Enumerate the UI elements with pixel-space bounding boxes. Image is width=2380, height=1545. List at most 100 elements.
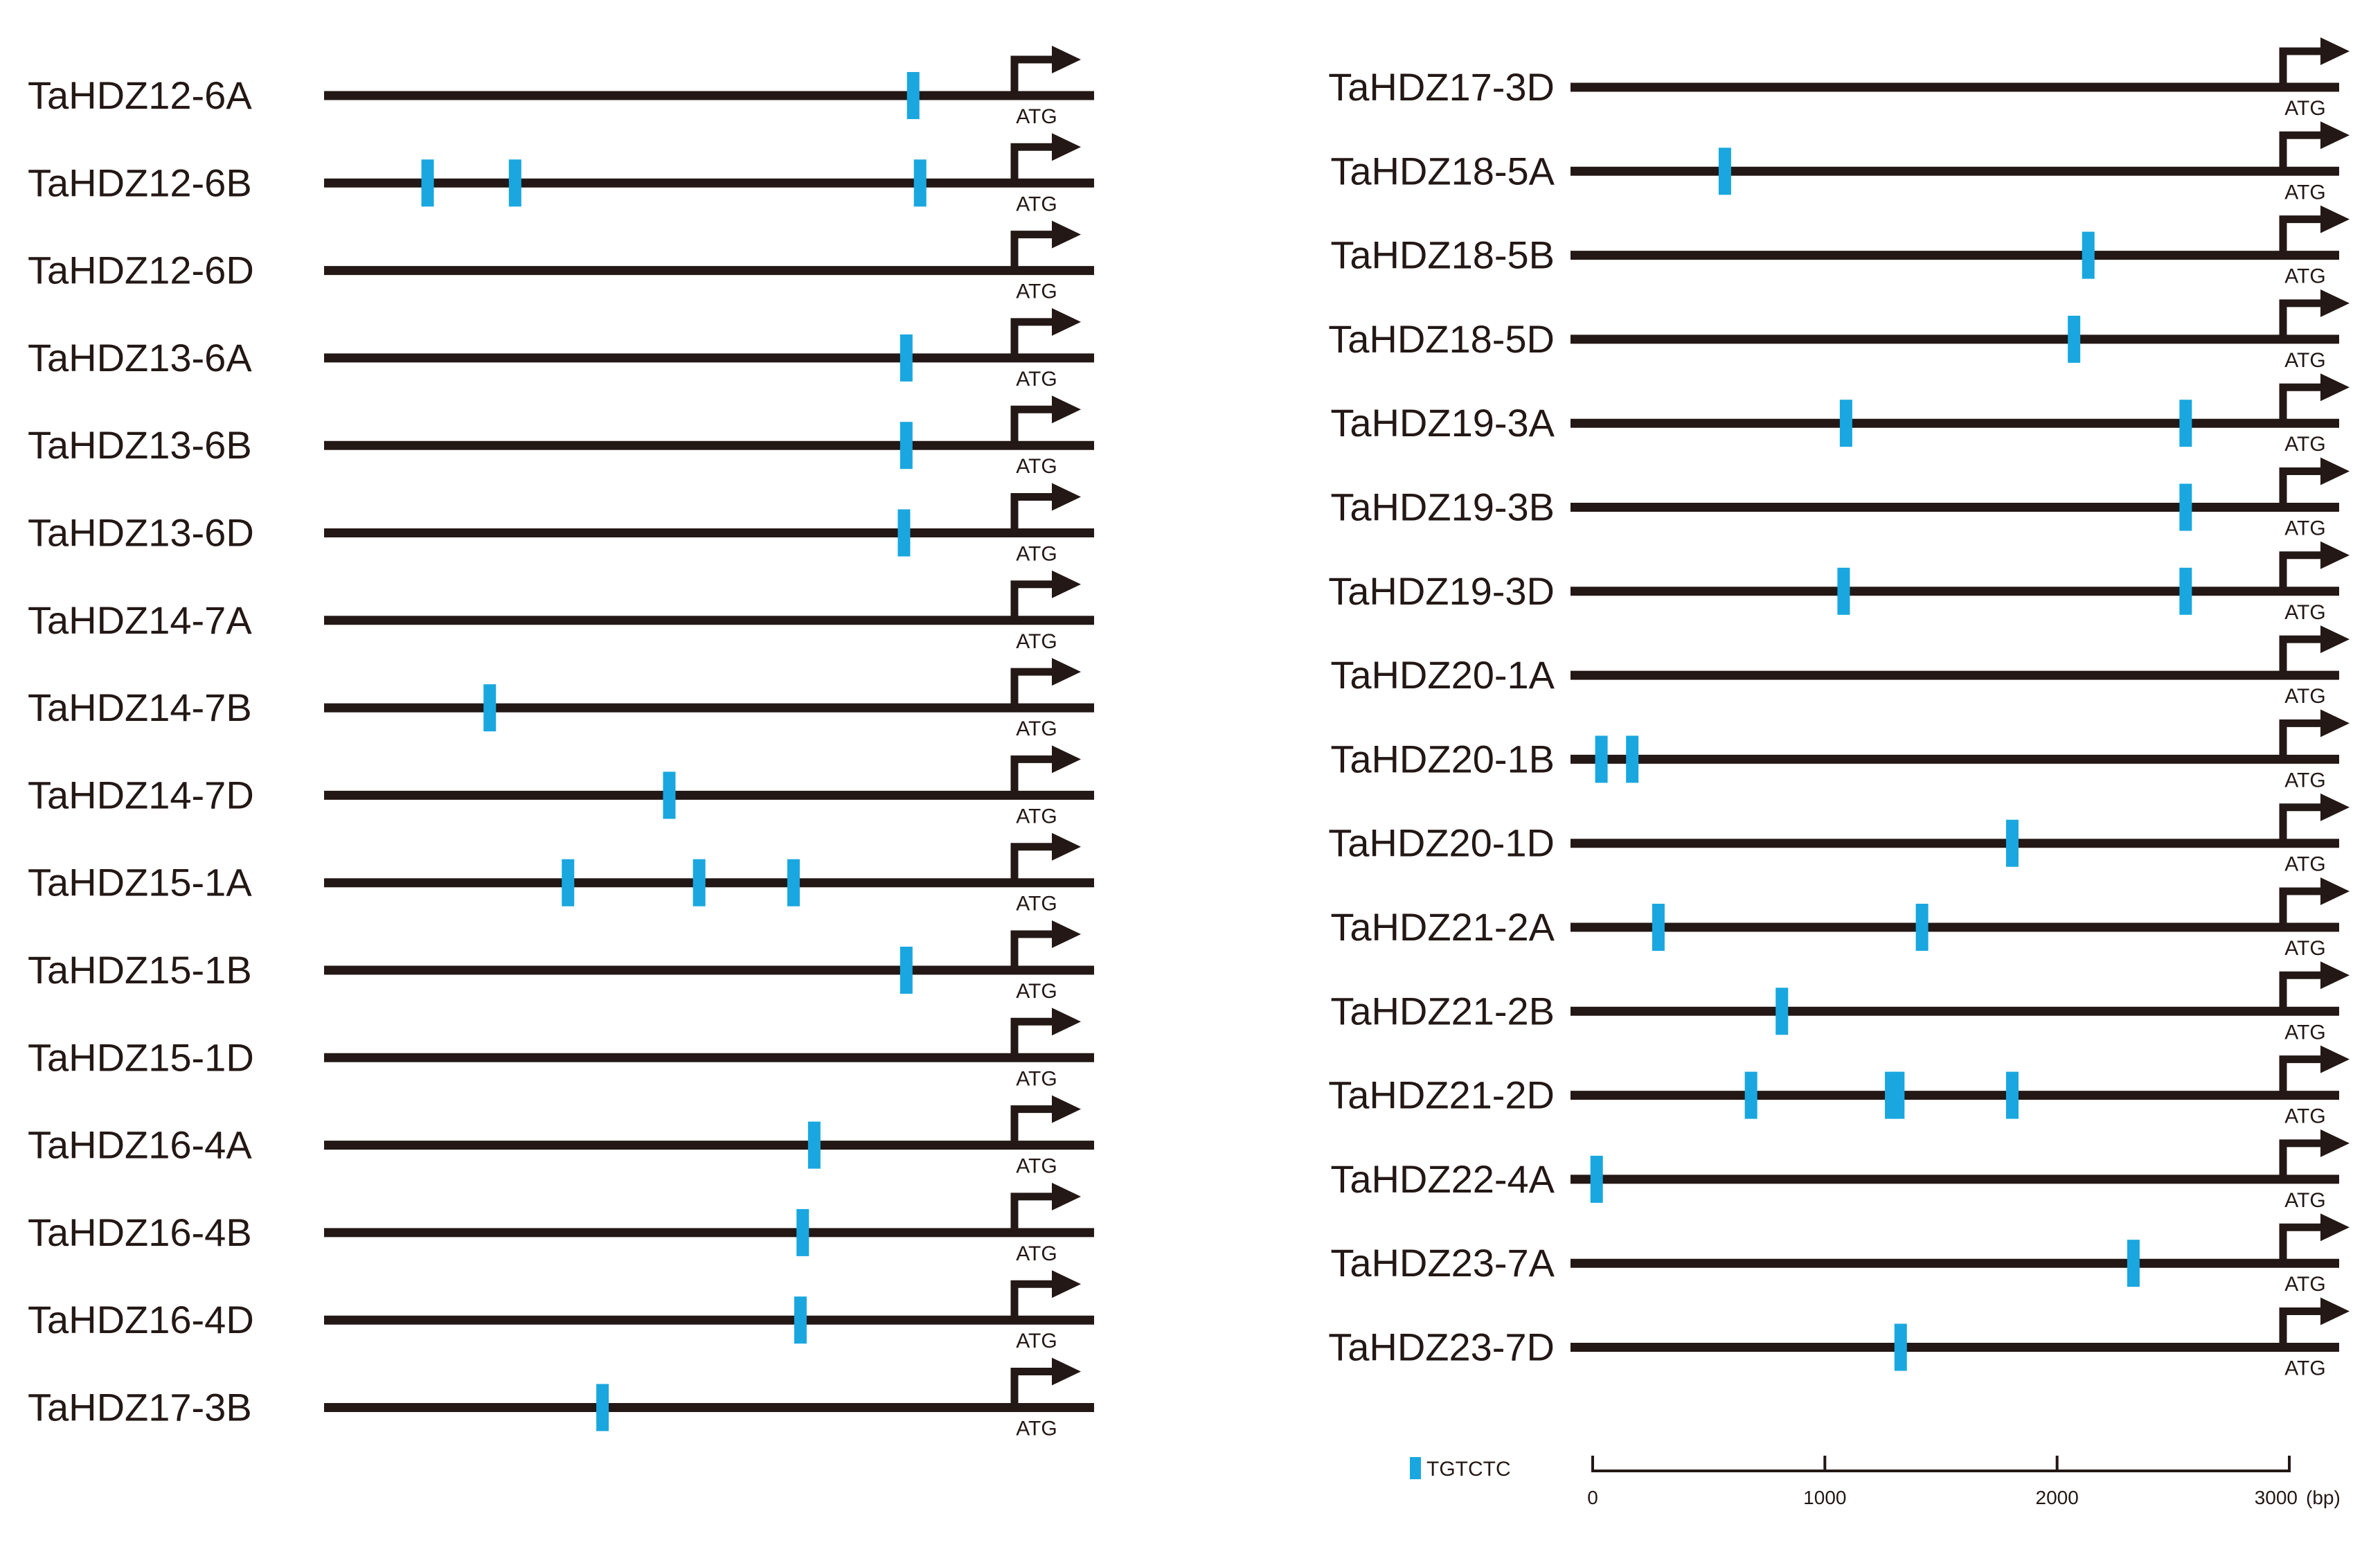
tss-arrow-icon <box>2279 383 2325 420</box>
motif-mark <box>900 947 913 994</box>
motif-mark <box>906 72 920 119</box>
motif-mark <box>2179 400 2192 447</box>
motif-mark <box>1595 735 1608 783</box>
tss-arrowhead-icon <box>2320 37 2350 65</box>
tss-arrow-icon <box>1010 668 1056 704</box>
tss-arrow-icon <box>1010 55 1056 91</box>
gene-row: TaHDZ17-3D ATG <box>1328 37 2350 120</box>
motif-mark <box>913 159 927 207</box>
tss-arrowhead-icon <box>2320 1297 2350 1325</box>
gene-row: TaHDZ16-4A ATG <box>28 1095 1094 1178</box>
gene-label: TaHDZ18-5D <box>1328 317 1555 361</box>
tss-arrowhead-icon <box>1052 1182 1081 1211</box>
motif-mark <box>900 334 913 382</box>
gene-row: TaHDZ19-3A ATG <box>1330 373 2350 456</box>
gene-row: TaHDZ20-1D ATG <box>1328 793 2350 876</box>
tss-arrow-icon <box>1010 493 1056 529</box>
gene-row: TaHDZ14-7D ATG <box>28 745 1094 828</box>
tss-arrow-icon <box>2279 299 2325 335</box>
gene-label: TaHDZ15-1A <box>28 861 252 904</box>
atg-label: ATG <box>1016 1418 1057 1440</box>
gene-label: TaHDZ15-1B <box>28 948 252 992</box>
motif-mark <box>692 859 706 907</box>
atg-label: ATG <box>2284 181 2325 204</box>
tss-arrowhead-icon <box>1052 1008 1081 1036</box>
tss-arrowhead-icon <box>1052 832 1081 861</box>
motif-mark <box>1590 1155 1603 1203</box>
gene-row: TaHDZ18-5A ATG <box>1330 121 2350 204</box>
gene-row: TaHDZ14-7A ATG <box>28 570 1094 653</box>
atg-label: ATG <box>2284 433 2325 456</box>
tss-arrow-icon <box>2279 467 2325 503</box>
gene-label: TaHDZ15-1D <box>28 1035 254 1079</box>
gene-row: TaHDZ13-6A ATG <box>28 307 1094 391</box>
gene-label: TaHDZ18-5A <box>1330 149 1555 193</box>
tss-arrow-icon <box>2279 1307 2325 1343</box>
tss-arrow-icon <box>1010 1105 1056 1141</box>
tss-arrowhead-icon <box>2320 1129 2350 1157</box>
atg-label: ATG <box>2284 769 2325 792</box>
gene-label: TaHDZ13-6A <box>28 336 252 379</box>
legend-motif-swatch <box>1410 1457 1421 1479</box>
gene-label: TaHDZ16-4A <box>28 1123 252 1167</box>
tss-arrow-icon <box>1010 843 1056 879</box>
gene-row: TaHDZ22-4A ATG <box>1330 1129 2350 1212</box>
tss-arrow-icon <box>1010 1368 1056 1404</box>
legend-motif-label: TGTCTC <box>1426 1458 1511 1481</box>
atg-label: ATG <box>1016 1067 1057 1090</box>
motif-mark <box>508 159 521 207</box>
gene-label: TaHDZ18-5B <box>1330 233 1555 277</box>
atg-label: ATG <box>1016 980 1057 1003</box>
atg-label: ATG <box>2284 97 2325 120</box>
tss-arrowhead-icon <box>1052 920 1081 948</box>
gene-row: TaHDZ18-5D ATG <box>1328 289 2350 372</box>
atg-label: ATG <box>2284 349 2325 372</box>
gene-row: TaHDZ16-4B ATG <box>28 1182 1094 1265</box>
tss-arrowhead-icon <box>2320 1213 2350 1242</box>
gene-label: TaHDZ23-7D <box>1328 1325 1555 1369</box>
gene-label: TaHDZ13-6D <box>28 511 254 555</box>
tss-arrowhead-icon <box>1052 658 1081 686</box>
tss-arrowhead-icon <box>1052 570 1081 598</box>
atg-label: ATG <box>2284 601 2325 624</box>
gene-row: TaHDZ12-6B ATG <box>28 133 1094 215</box>
motif-mark <box>1894 1323 1907 1371</box>
tss-arrowhead-icon <box>2320 961 2350 990</box>
tss-arrowhead-icon <box>2320 457 2350 485</box>
gene-row: TaHDZ15-1A ATG <box>28 832 1094 916</box>
scale-tick-label: 1000 <box>1803 1487 1846 1508</box>
scale-tick-label: 2000 <box>2036 1487 2079 1508</box>
gene-label: TaHDZ19-3D <box>1328 569 1555 613</box>
motif-mark <box>1839 400 1852 447</box>
atg-label: ATG <box>1016 1330 1057 1352</box>
gene-label: TaHDZ14-7D <box>28 773 254 816</box>
motif-mark <box>1626 735 1639 783</box>
tss-arrow-icon <box>2279 1055 2325 1091</box>
gene-row: TaHDZ21-2D ATG <box>1328 1045 2350 1128</box>
gene-row: TaHDZ13-6D ATG <box>28 483 1094 566</box>
gene-row: TaHDZ21-2B ATG <box>1330 961 2350 1044</box>
gene-label: TaHDZ12-6A <box>28 73 252 117</box>
atg-label: ATG <box>2284 1273 2325 1296</box>
atg-label: ATG <box>1016 630 1057 653</box>
scale-unit-label: (bp) <box>2306 1487 2341 1508</box>
tss-arrow-icon <box>1010 1193 1056 1229</box>
gene-row: TaHDZ14-7B ATG <box>28 658 1094 740</box>
tss-arrow-icon <box>2279 971 2325 1008</box>
tss-arrow-icon <box>1010 231 1056 267</box>
tss-arrowhead-icon <box>2320 625 2350 654</box>
atg-label: ATG <box>1016 1242 1057 1265</box>
atg-label: ATG <box>2284 1105 2325 1128</box>
tss-arrowhead-icon <box>2320 709 2350 738</box>
tss-arrowhead-icon <box>2320 373 2350 402</box>
atg-label: ATG <box>1016 368 1057 391</box>
atg-label: ATG <box>1016 455 1057 478</box>
motif-mark <box>2127 1240 2140 1287</box>
atg-label: ATG <box>2284 1021 2325 1044</box>
gene-row: TaHDZ20-1B ATG <box>1330 709 2350 792</box>
atg-label: ATG <box>2284 517 2325 540</box>
motif-mark <box>900 422 913 470</box>
motif-mark <box>2005 1071 2019 1119</box>
